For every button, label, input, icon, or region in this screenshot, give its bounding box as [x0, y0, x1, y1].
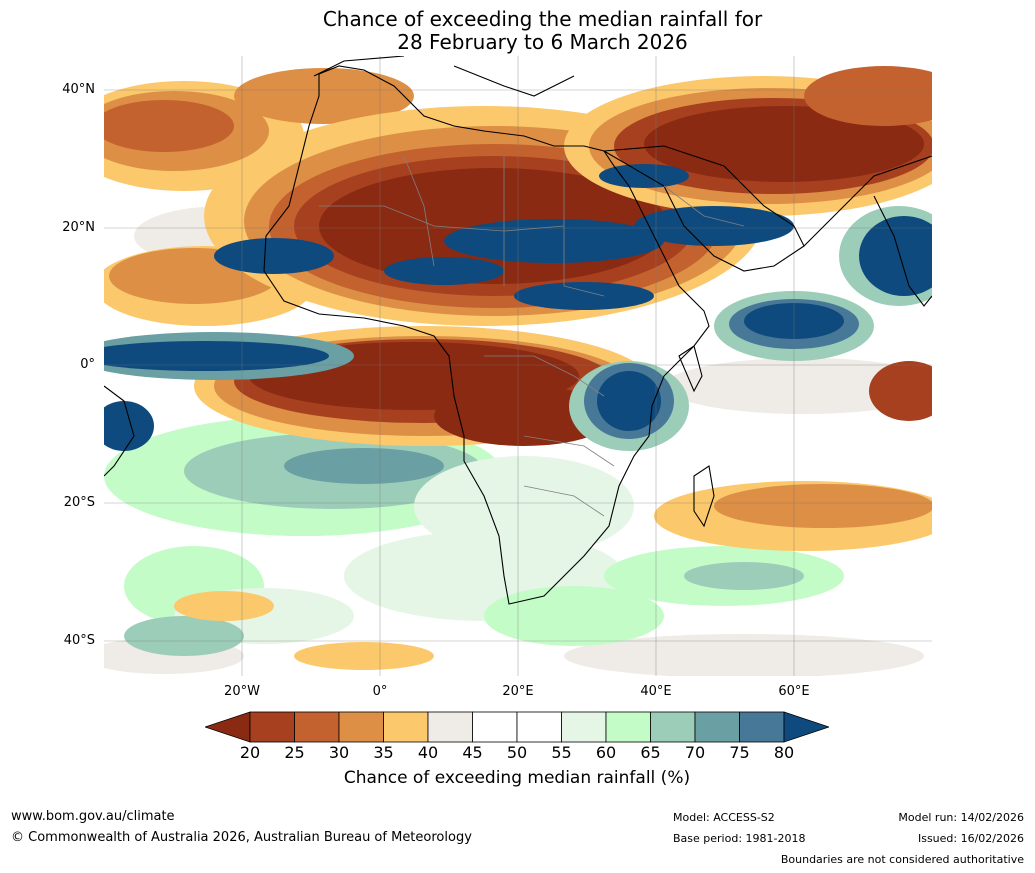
lon-label-40e: 40°E: [640, 684, 672, 699]
madagascar-coastline: [693, 465, 715, 528]
colorbar-tick-label: 25: [284, 743, 305, 762]
colorbar-segment: [338, 711, 384, 743]
footer-copyright: © Commonwealth of Australia 2026, Austra…: [11, 830, 472, 845]
lat-label-20n: 20°N: [62, 220, 95, 235]
colorbar-arrow-low: [205, 711, 251, 743]
south-america-coast: [104, 385, 135, 477]
arabia-coastline: [602, 145, 805, 272]
colorbar-tick-label: 70: [684, 743, 706, 762]
colorbar-segment: [516, 711, 562, 743]
colorbar-tick-label: 80: [773, 743, 795, 762]
colorbar-tick-label: 65: [640, 743, 661, 762]
colorbar-segment: [294, 711, 340, 743]
colorbar-segment: [605, 711, 651, 743]
colorbar: [205, 711, 829, 743]
country-borders: [319, 155, 745, 517]
wet-southern-band: [104, 416, 844, 656]
colorbar-segment: [650, 711, 696, 743]
title-line-1: Chance of exceeding the median rainfall …: [322, 7, 763, 31]
colorbar-arrow-high: [783, 711, 829, 743]
colorbar-tick-label: 60: [595, 743, 617, 762]
lake-victoria: [678, 345, 703, 393]
map-title: Chance of exceeding the median rainfall …: [0, 8, 1035, 54]
colorbar-segment: [694, 711, 740, 743]
rainfall-probability-map: [104, 56, 932, 676]
colorbar-segment: [739, 711, 785, 743]
footer-model-run: Model run: 14/02/2026: [898, 811, 1024, 824]
footer-model: Model: ACCESS-S2: [673, 811, 775, 824]
lat-label-0: 0°: [80, 357, 95, 372]
colorbar-segment: [472, 711, 518, 743]
footer-website: www.bom.gov.au/climate: [11, 809, 175, 824]
colorbar-tick-label: 55: [551, 743, 572, 762]
title-line-2: 28 February to 6 March 2026: [397, 30, 688, 54]
iberia-coastline: [313, 56, 405, 77]
footer-issued: Issued: 16/02/2026: [917, 832, 1024, 845]
lat-label-40s: 40°S: [63, 633, 95, 648]
lat-label-40n: 40°N: [62, 82, 95, 97]
colorbar-segment: [427, 711, 473, 743]
lat-label-20s: 20°S: [63, 495, 95, 510]
colorbar-tick-label: 30: [328, 743, 350, 762]
persian-gulf-coast: [803, 155, 932, 247]
colorbar-tick-label: 45: [462, 743, 483, 762]
mediterranean-north-coast: [453, 65, 575, 97]
colorbar-tick-label: 75: [729, 743, 750, 762]
colorbar-tick-label: 35: [373, 743, 394, 762]
lon-label-60e: 60°E: [778, 684, 810, 699]
colorbar-tick-label: 20: [239, 743, 261, 762]
africa-coastline: [263, 65, 710, 605]
colorbar-segment: [383, 711, 429, 743]
graticule: [104, 56, 932, 676]
lon-label-20e: 20°E: [502, 684, 534, 699]
footer-disclaimer: Boundaries are not considered authoritat…: [780, 853, 1024, 866]
map-svg: [104, 56, 932, 676]
colorbar-segment: [561, 711, 607, 743]
india-coastline: [873, 195, 932, 307]
colorbar-segment: [249, 711, 295, 743]
lon-label-20w: 20°W: [224, 684, 260, 699]
colorbar-label: Chance of exceeding median rainfall (%): [343, 768, 691, 788]
colorbar-tick-label: 50: [506, 743, 528, 762]
colorbar-segments: [249, 711, 785, 743]
colorbar-tick-label: 40: [417, 743, 439, 762]
coastlines: [104, 56, 932, 605]
lon-label-0: 0°: [372, 684, 388, 699]
footer-base-period: Base period: 1981-2018: [673, 832, 806, 845]
